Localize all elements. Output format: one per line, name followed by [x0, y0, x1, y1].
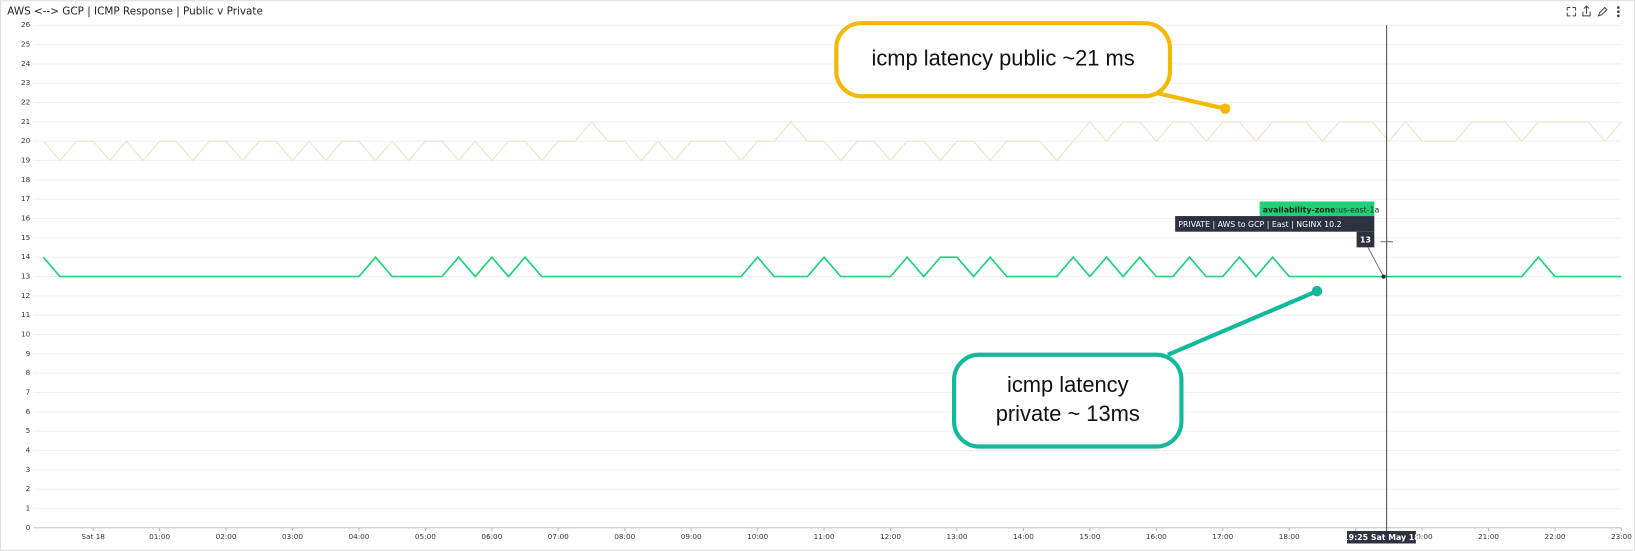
panel-icons [1566, 5, 1620, 18]
y-tick-label: 23 [21, 78, 31, 87]
x-tick-label: 14:00 [1013, 532, 1034, 541]
y-tick-label: 11 [21, 310, 30, 319]
x-tick-label: 22:00 [1545, 532, 1566, 541]
series-line [42, 120, 1622, 162]
x-tick-label: 04:00 [348, 532, 369, 541]
y-tick-label: 25 [21, 40, 30, 49]
x-tick-label: 11:00 [814, 532, 835, 541]
y-tick-label: 3 [26, 465, 31, 474]
x-tick-label: 20:00 [1412, 532, 1433, 541]
series-line [42, 255, 1622, 278]
y-tick-label: 7 [26, 388, 31, 397]
x-tick-label: 13:00 [946, 532, 967, 541]
hover-point [1381, 274, 1386, 279]
y-tick-label: 17 [21, 194, 31, 203]
tooltip-tag: availability-zone:us-east-1a [1263, 205, 1380, 214]
annotation-text: icmp latency public ~21 ms [871, 45, 1134, 70]
x-tick-label: 21:00 [1478, 532, 1499, 541]
x-tick-label: 18:00 [1279, 532, 1300, 541]
y-tick-label: 24 [21, 59, 31, 68]
x-tick-label: 02:00 [216, 532, 237, 541]
y-tick-label: 6 [26, 407, 31, 416]
x-tick-label: 05:00 [415, 532, 436, 541]
x-tick-label: 23:00 [1611, 532, 1632, 541]
y-tick-label: 12 [21, 291, 30, 300]
annotation-leader [1167, 289, 1318, 357]
y-tick-label: 8 [26, 368, 31, 377]
y-tick-label: 4 [26, 446, 31, 455]
fullscreen-icon[interactable] [1566, 6, 1577, 17]
x-tick-label: 17:00 [1212, 532, 1233, 541]
x-tick-label: 06:00 [481, 532, 502, 541]
tooltip-value-bg [1356, 231, 1375, 248]
menu-icon[interactable] [1616, 10, 1620, 14]
tooltip-tag-value: :us-east-1a [1335, 205, 1379, 214]
y-tick-label: 19 [21, 156, 31, 165]
x-tick-label: 07:00 [548, 532, 569, 541]
y-tick-label: 16 [21, 214, 31, 223]
edit-icon[interactable] [1597, 6, 1608, 17]
annotation-leader [1151, 89, 1226, 111]
x-tick-label: 12:00 [880, 532, 901, 541]
chart-title: AWS <--> GCP | ICMP Response | Public v … [7, 6, 263, 18]
y-tick-label: 1 [26, 504, 31, 513]
x-tick-label: 08:00 [614, 532, 635, 541]
x-tick-label: 10:00 [747, 532, 768, 541]
x-tick-label: 16:00 [1146, 532, 1167, 541]
x-tick-label: 01:00 [149, 532, 170, 541]
y-tick-label: 9 [26, 349, 31, 358]
y-tick-label: 15 [21, 233, 30, 242]
cursor-label-bg [1347, 530, 1416, 544]
x-tick-label: 03:00 [282, 532, 303, 541]
y-tick-label: 20 [21, 136, 31, 145]
y-tick-label: 5 [26, 426, 31, 435]
y-tick-label: 21 [21, 117, 30, 126]
y-tick-label: 13 [21, 272, 31, 281]
tooltip-value: 13 [1360, 236, 1371, 245]
annotation-text: icmp latency [1007, 372, 1129, 397]
y-tick-label: 0 [26, 523, 31, 532]
x-tick-label: Sat 18 [81, 532, 105, 541]
x-tick-label: 15:00 [1079, 532, 1100, 541]
y-tick-label: 22 [21, 98, 30, 107]
annotation-dot [1311, 285, 1323, 297]
menu-icon[interactable] [1616, 14, 1620, 18]
y-tick-label: 14 [21, 252, 31, 261]
tooltip-tag-bg [1259, 201, 1375, 217]
annotation-text: private ~ 13ms [996, 401, 1140, 426]
tooltip-series-bg [1175, 216, 1375, 232]
share-icon[interactable] [1582, 5, 1591, 17]
tooltip-tag-key: availability-zone [1263, 205, 1336, 214]
annotation-box [952, 352, 1184, 449]
tooltip-series: PRIVATE | AWS to GCP | East | NGINX 10.2 [1178, 220, 1341, 229]
annotation-box [834, 21, 1173, 99]
cursor-label: 19:25 Sat May 18 [1343, 533, 1419, 542]
y-tick-label: 18 [21, 175, 31, 184]
y-tick-label: 10 [21, 330, 31, 339]
y-tick-label: 2 [26, 484, 31, 493]
menu-icon[interactable] [1616, 6, 1620, 9]
annotation-dot [1219, 103, 1231, 114]
tooltip-pointer [1367, 247, 1384, 277]
y-tick-label: 26 [21, 20, 31, 29]
x-tick-label: 09:00 [681, 532, 702, 541]
